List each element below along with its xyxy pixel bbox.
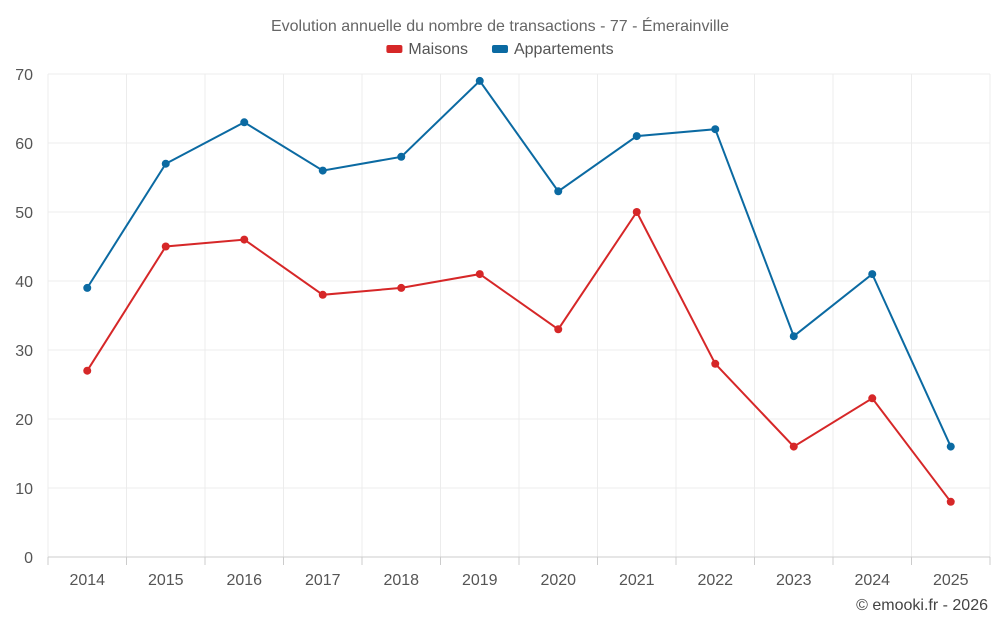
legend-item-maisons[interactable]: Maisons xyxy=(386,41,468,58)
data-point-appartements[interactable] xyxy=(475,76,484,85)
y-tick-label: 10 xyxy=(15,481,33,498)
data-point-appartements[interactable] xyxy=(83,283,92,292)
x-tick-label: 2020 xyxy=(540,572,576,589)
y-tick-label: 70 xyxy=(15,67,33,84)
data-point-appartements[interactable] xyxy=(711,125,720,134)
data-point-maisons[interactable] xyxy=(868,394,877,403)
y-tick-label: 60 xyxy=(15,136,33,153)
data-point-appartements[interactable] xyxy=(789,332,798,341)
x-tick-label: 2024 xyxy=(854,572,890,589)
series-appartements xyxy=(83,76,955,451)
series-group xyxy=(83,76,955,506)
legend-label: Maisons xyxy=(408,41,468,58)
y-tick-label: 0 xyxy=(24,550,33,567)
x-tick-label: 2015 xyxy=(148,572,184,589)
series-line-maisons xyxy=(86,210,952,503)
data-point-maisons[interactable] xyxy=(397,283,406,292)
x-tick-label: 2018 xyxy=(383,572,419,589)
x-tick-label: 2017 xyxy=(305,572,341,589)
legend: Maisons Appartements xyxy=(386,41,614,58)
grid xyxy=(47,73,991,565)
data-point-appartements[interactable] xyxy=(868,270,877,279)
legend-swatch xyxy=(491,45,508,53)
data-point-maisons[interactable] xyxy=(161,242,170,251)
data-point-maisons[interactable] xyxy=(554,325,563,334)
x-tick-label: 2023 xyxy=(776,572,812,589)
data-point-maisons[interactable] xyxy=(632,208,641,216)
data-point-maisons[interactable] xyxy=(475,270,484,279)
x-tick-label: 2021 xyxy=(619,572,655,589)
y-tick-label: 20 xyxy=(15,412,33,429)
x-tick-label: 2014 xyxy=(69,572,105,589)
data-point-appartements[interactable] xyxy=(946,442,955,451)
data-point-appartements[interactable] xyxy=(554,187,563,196)
x-axis-ticks: 2014 2015 2016 2017 2018 2019 2020 2021 2022 2023… xyxy=(69,572,968,589)
data-point-appartements[interactable] xyxy=(318,166,327,175)
data-point-appartements[interactable] xyxy=(161,159,170,168)
data-point-maisons[interactable] xyxy=(711,359,720,368)
x-tick-label: 2016 xyxy=(226,572,262,589)
data-point-maisons[interactable] xyxy=(318,290,327,299)
chart-title: Evolution annuelle du nombre de transact… xyxy=(271,16,729,35)
data-point-maisons[interactable] xyxy=(946,497,955,506)
data-point-appartements[interactable] xyxy=(632,132,641,141)
data-point-appartements[interactable] xyxy=(240,118,249,127)
data-point-maisons[interactable] xyxy=(789,442,798,451)
series-maisons xyxy=(83,208,955,506)
data-point-maisons[interactable] xyxy=(240,235,249,244)
y-tick-label: 30 xyxy=(15,343,33,360)
series-line-appartements xyxy=(86,79,952,448)
x-tick-label: 2025 xyxy=(933,572,969,589)
x-tick-label: 2022 xyxy=(697,572,733,589)
credit-text: © emooki.fr - 2026 xyxy=(856,597,988,614)
legend-item-appartements[interactable]: Appartements xyxy=(491,41,614,58)
y-tick-label: 50 xyxy=(15,205,33,222)
data-point-maisons[interactable] xyxy=(83,366,92,375)
legend-label: Appartements xyxy=(514,41,614,58)
x-tick-label: 2019 xyxy=(462,572,498,589)
y-axis-ticks: 0 10 20 30 40 50 60 70 xyxy=(15,67,33,567)
legend-swatch xyxy=(386,45,403,53)
y-tick-label: 40 xyxy=(15,274,33,291)
data-point-appartements[interactable] xyxy=(397,152,406,161)
